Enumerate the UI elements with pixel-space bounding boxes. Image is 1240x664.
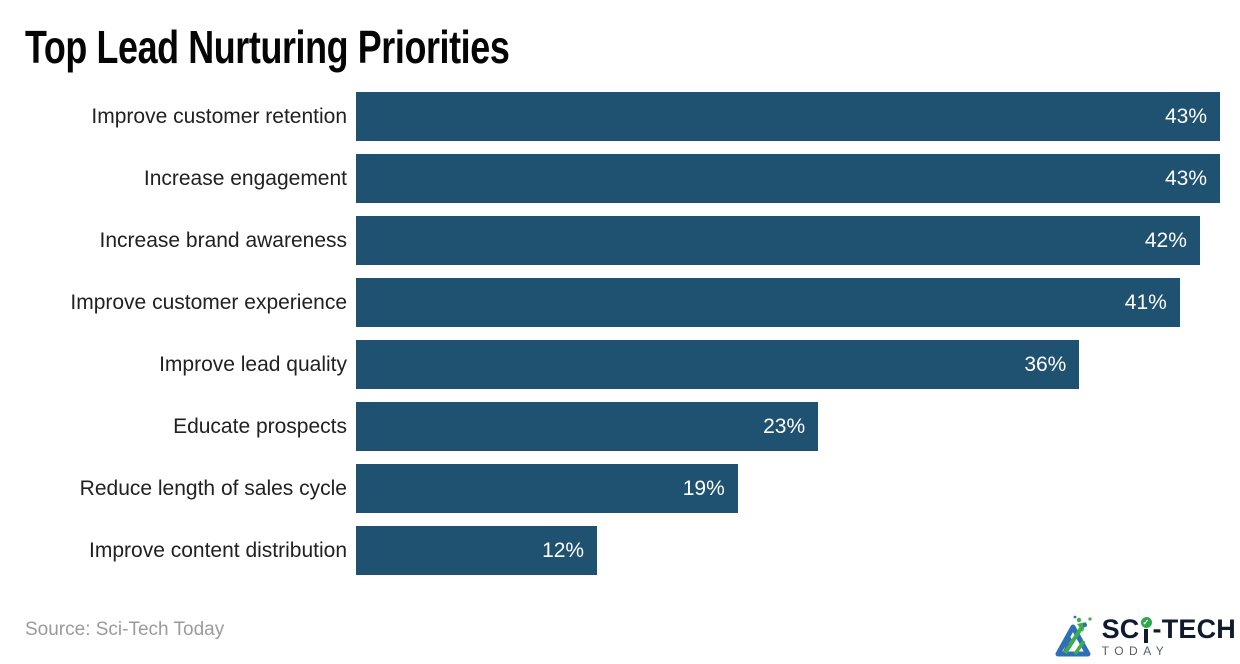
bar-value-label: 41% (1124, 290, 1167, 314)
bar-value-label: 42% (1144, 228, 1187, 252)
bar-value-label: 36% (1024, 352, 1067, 376)
bar: 23% (356, 402, 819, 451)
bar-value-label: 23% (763, 414, 806, 438)
bar-row: Reduce length of sales cycle 19% (0, 464, 1220, 513)
category-label: Improve lead quality (159, 352, 347, 376)
bar-row: Increase brand awareness 42% (0, 216, 1220, 265)
wordmark-subtext: TODAY (1101, 643, 1170, 658)
bar-row: Improve customer experience 41% (0, 278, 1220, 327)
bar-track: 43% (356, 154, 1220, 203)
scitech-wordmark: SC ✓ -TECH (1101, 613, 1236, 644)
bar-track: 36% (356, 340, 1220, 389)
chart-title: Top Lead Nurturing Priorities (25, 21, 510, 73)
bar: 43% (356, 154, 1220, 203)
category-label: Reduce length of sales cycle (79, 476, 347, 500)
scitech-logo-text: SC ✓ -TECH TODAY (1101, 613, 1236, 658)
bar: 42% (356, 216, 1200, 265)
bar-track: 12% (356, 526, 1220, 575)
check-icon: ✓ (1140, 616, 1152, 628)
category-label: Educate prospects (173, 414, 347, 438)
bar-row: Educate prospects 23% (0, 402, 1220, 451)
bar-track: 41% (356, 278, 1220, 327)
bar-track: 19% (356, 464, 1220, 513)
bar: 41% (356, 278, 1180, 327)
wordmark-part1: SC (1101, 613, 1140, 644)
scitech-logo: SC ✓ -TECH TODAY (1051, 614, 1236, 658)
bar-track: 42% (356, 216, 1220, 265)
bar-row: Increase engagement 43% (0, 154, 1220, 203)
scitech-logo-icon (1055, 615, 1092, 657)
source-text: Source: Sci-Tech Today (25, 619, 225, 640)
bar-track: 23% (356, 402, 1220, 451)
bar-chart: Improve customer retention 43% Increase … (0, 92, 1220, 588)
bar-value-label: 12% (542, 538, 585, 562)
bar: 43% (356, 92, 1220, 141)
bar-row: Improve content distribution 12% (0, 526, 1220, 575)
bar: 36% (356, 340, 1080, 389)
category-label: Improve customer experience (70, 290, 347, 314)
bar-row: Improve customer retention 43% (0, 92, 1220, 141)
category-label: Improve content distribution (89, 538, 347, 562)
bar-row: Improve lead quality 36% (0, 340, 1220, 389)
wordmark-i-check-icon: ✓ (1140, 616, 1152, 643)
category-label: Improve customer retention (91, 104, 347, 128)
wordmark-i-stem (1143, 628, 1149, 643)
wordmark-part2: -TECH (1152, 613, 1236, 644)
bar: 12% (356, 526, 598, 575)
category-label: Increase engagement (143, 166, 347, 190)
category-label: Increase brand awareness (99, 228, 347, 252)
bar-value-label: 43% (1164, 104, 1207, 128)
bar-track: 43% (356, 92, 1220, 141)
bar-value-label: 43% (1164, 166, 1207, 190)
bar: 19% (356, 464, 738, 513)
bar-value-label: 19% (682, 476, 725, 500)
